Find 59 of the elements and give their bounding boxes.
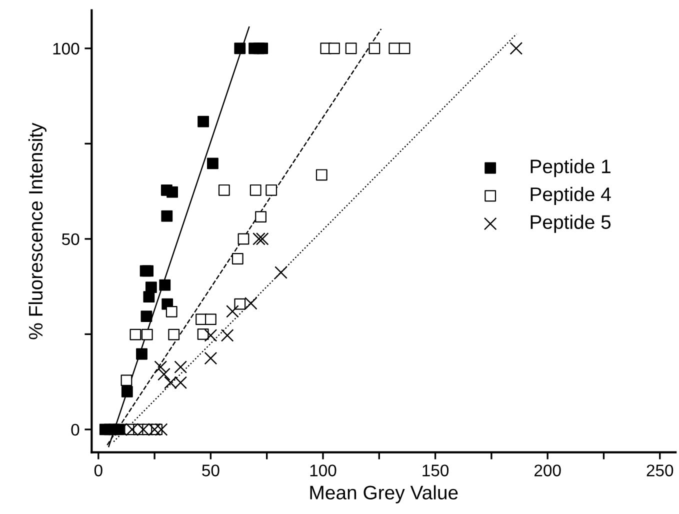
point xyxy=(159,279,171,291)
point xyxy=(316,169,328,181)
point xyxy=(154,423,168,436)
legend-label: Peptide 4 xyxy=(530,186,611,205)
point xyxy=(142,265,154,277)
point xyxy=(121,386,133,398)
point xyxy=(250,184,262,196)
point xyxy=(158,368,170,381)
point xyxy=(244,296,258,310)
point xyxy=(218,184,230,196)
point xyxy=(255,211,266,223)
point xyxy=(204,314,216,326)
point xyxy=(232,253,244,264)
point xyxy=(198,116,209,128)
point xyxy=(256,42,268,54)
point xyxy=(161,210,173,222)
point xyxy=(345,42,357,54)
point xyxy=(388,42,400,54)
point xyxy=(368,42,380,54)
point xyxy=(197,328,209,340)
point xyxy=(141,328,153,340)
point xyxy=(166,186,178,198)
x-axis-title: Mean Grey Value xyxy=(310,485,458,504)
point xyxy=(234,42,246,54)
point xyxy=(154,360,168,374)
x-tick-label: 250 xyxy=(646,464,674,476)
point xyxy=(145,282,157,294)
x-tick-label: 200 xyxy=(534,464,561,476)
point xyxy=(252,232,266,246)
point xyxy=(136,348,148,360)
point xyxy=(207,158,218,170)
point xyxy=(166,306,178,318)
point xyxy=(120,374,132,386)
point xyxy=(256,232,269,246)
point xyxy=(140,310,152,322)
point xyxy=(226,304,239,318)
point xyxy=(130,328,142,340)
point xyxy=(204,352,218,365)
point xyxy=(168,328,180,340)
y-tick-label: 50 xyxy=(62,233,80,246)
point xyxy=(328,42,340,54)
point xyxy=(174,360,188,374)
point xyxy=(234,298,246,310)
x-tick-label: 50 xyxy=(202,464,220,476)
legend-label: Peptide 1 xyxy=(530,159,610,178)
point xyxy=(266,184,278,196)
x-tick-label: 100 xyxy=(310,464,336,476)
point xyxy=(398,42,410,54)
y-axis-title: % Fluorescence Intensity xyxy=(28,122,46,340)
point xyxy=(274,266,288,279)
legend-label: Peptide 5 xyxy=(530,214,611,233)
y-tick-label: 100 xyxy=(53,42,80,55)
x-tick-label: 150 xyxy=(422,464,449,476)
point xyxy=(204,328,218,342)
point xyxy=(220,328,234,342)
point xyxy=(238,233,250,245)
point xyxy=(510,42,523,55)
y-tick-label: 0 xyxy=(71,424,80,436)
x-tick-label: 0 xyxy=(94,464,102,476)
